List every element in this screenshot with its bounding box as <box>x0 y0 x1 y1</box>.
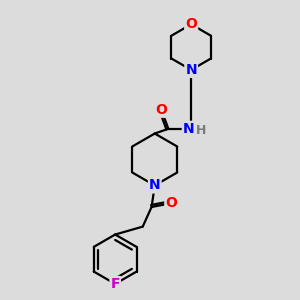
Text: O: O <box>165 196 177 210</box>
Text: H: H <box>196 124 206 137</box>
Text: F: F <box>110 277 120 291</box>
Text: N: N <box>149 178 161 193</box>
Text: O: O <box>185 17 197 31</box>
Text: N: N <box>183 122 194 136</box>
Text: N: N <box>185 63 197 77</box>
Text: O: O <box>155 103 167 117</box>
